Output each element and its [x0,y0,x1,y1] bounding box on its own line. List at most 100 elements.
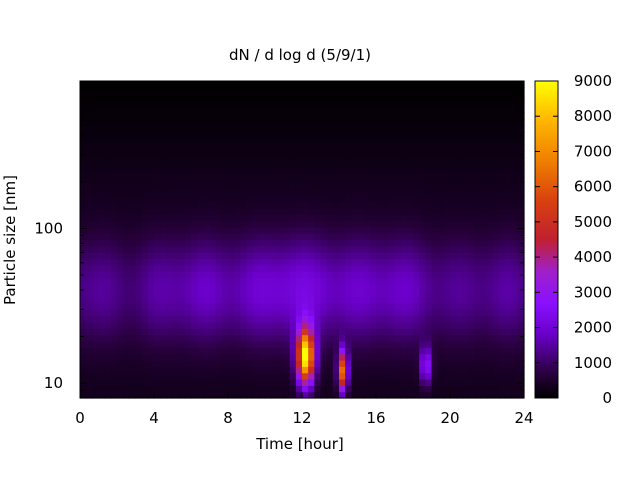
heatmap-cell [505,258,513,266]
heatmap-cell [172,290,180,298]
heatmap-cell [110,340,118,348]
heatmap-cell [425,163,433,171]
heatmap-cell [228,176,235,184]
heatmap-cell [178,138,186,145]
heatmap-cell [437,321,445,329]
heatmap-cell [129,106,137,114]
heatmap-cell [265,258,272,266]
heatmap-cell [172,233,180,241]
heatmap-cell [320,283,328,291]
heatmap-cell [166,366,174,374]
heatmap-cell [320,112,328,120]
heatmap-cell [203,309,211,317]
heatmap-cell [228,283,235,291]
heatmap-cell [221,353,229,361]
heatmap-cell [215,188,223,196]
heatmap-cell [160,81,167,88]
heatmap-cell [345,347,352,355]
heatmap-cell [92,201,100,209]
heatmap-cell [302,372,309,380]
heatmap-cell [160,258,167,266]
heatmap-cell [314,366,322,374]
heatmap-cell [480,340,488,348]
heatmap-cell [511,296,519,304]
heatmap-cell [425,321,433,329]
heatmap-cell [154,125,161,133]
heatmap-cell [160,150,167,158]
heatmap-cell [234,125,241,133]
heatmap-cell [400,131,408,139]
heatmap-cell [382,131,389,139]
heatmap-cell [302,283,309,291]
heatmap-cell [511,372,519,380]
heatmap-cell [141,207,149,215]
heatmap-cell [369,157,377,165]
heatmap-cell [289,201,297,209]
heatmap-cell [191,252,198,260]
heatmap-cell [437,340,445,348]
heatmap-cell [339,144,346,152]
heatmap-cell [376,150,383,158]
heatmap-cell [135,258,143,266]
heatmap-cell [289,93,297,101]
heatmap-cell [363,309,371,317]
heatmap-cell [147,347,155,355]
heatmap-cell [289,100,297,107]
heatmap-cell [493,157,500,165]
heatmap-cell [289,157,297,165]
heatmap-cell [252,378,260,386]
heatmap-cell [302,321,309,329]
heatmap-cell [129,239,137,247]
heatmap-cell [320,264,328,272]
heatmap-cell [339,245,346,253]
heatmap-cell [480,169,488,177]
heatmap-cell [104,201,112,209]
heatmap-cell [388,353,396,361]
heatmap-cell [289,378,297,386]
heatmap-cell [289,220,297,228]
heatmap-cell [437,100,445,107]
heatmap-cell [413,264,420,272]
heatmap-cell [339,157,346,165]
heatmap-cell [505,334,513,342]
heatmap-cell [265,207,272,215]
heatmap-cell [141,201,149,209]
heatmap-cell [221,315,229,323]
heatmap-cell [511,334,519,342]
heatmap-cell [382,157,389,165]
heatmap-cell [209,125,217,133]
heatmap-cell [277,157,285,165]
heatmap-cell [345,353,352,361]
heatmap-cell [234,290,241,298]
heatmap-cell [92,195,100,203]
heatmap-cell [443,359,451,367]
heatmap-cell [302,277,309,285]
heatmap-cell [172,372,180,380]
heatmap-cell [406,309,414,317]
heatmap-cell [240,112,248,120]
heatmap-cell [135,81,143,88]
heatmap-cell [376,315,383,323]
heatmap-cell [302,220,309,228]
heatmap-cell [332,106,340,114]
heatmap-cell [117,233,124,241]
heatmap-cell [215,207,223,215]
heatmap-cell [209,169,217,177]
heatmap-cell [437,328,445,336]
heatmap-cell [425,125,433,133]
heatmap-cell [147,157,155,165]
heatmap-cell [154,391,161,399]
heatmap-cell [215,385,223,393]
heatmap-cell [191,220,198,228]
heatmap-cell [221,157,229,165]
heatmap-cell [468,195,476,203]
heatmap-cell [203,220,211,228]
heatmap-cell [184,163,192,171]
heatmap-cell [246,81,254,88]
heatmap-cell [117,106,124,114]
heatmap-cell [110,81,118,88]
heatmap-cell [178,252,186,260]
heatmap-cell [511,144,519,152]
heatmap-cell [141,315,149,323]
heatmap-cell [400,188,408,196]
